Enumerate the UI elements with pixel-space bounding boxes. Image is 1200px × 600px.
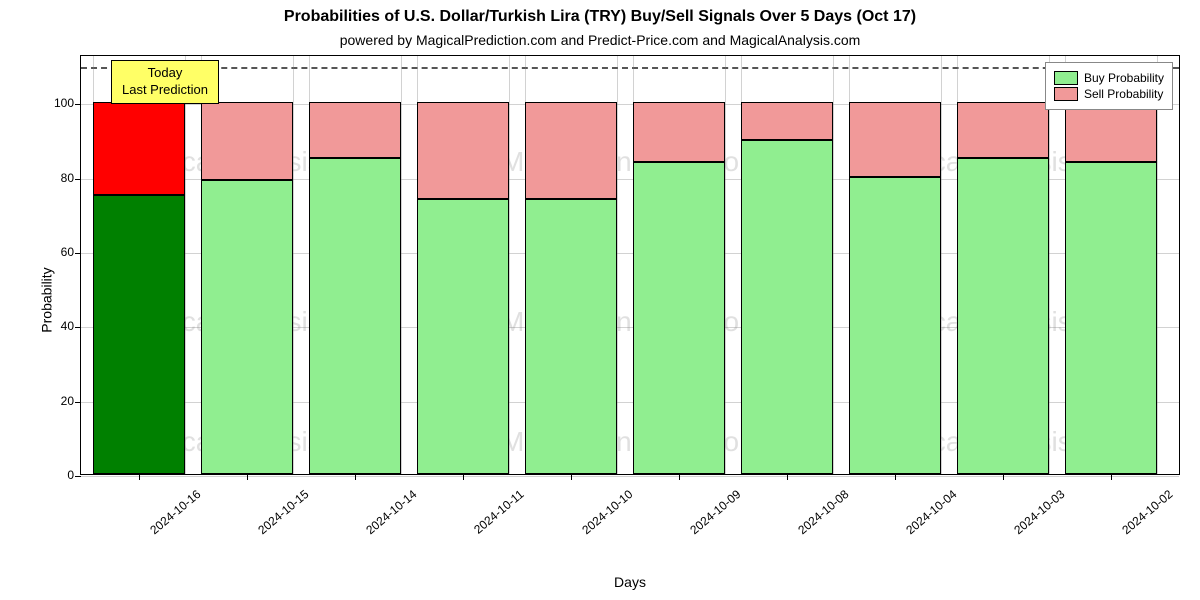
x-tick-label: 2024-10-04 <box>903 487 959 537</box>
bar-buy <box>417 199 509 474</box>
x-axis-label: Days <box>80 574 1180 590</box>
legend-swatch-sell <box>1054 87 1078 101</box>
annotation-line2: Last Prediction <box>122 82 208 99</box>
x-tick-mark <box>787 474 788 480</box>
bar-sell <box>417 102 509 199</box>
bar-buy <box>1065 162 1157 474</box>
x-tick-mark <box>895 474 896 480</box>
y-tick-mark <box>75 476 81 477</box>
chart-container: Probabilities of U.S. Dollar/Turkish Lir… <box>0 0 1200 600</box>
x-tick-mark <box>1111 474 1112 480</box>
x-tick-label: 2024-10-16 <box>147 487 203 537</box>
x-tick-label: 2024-10-02 <box>1119 487 1175 537</box>
bar-sell <box>849 102 941 176</box>
bar-buy <box>741 140 833 475</box>
chart-subtitle: powered by MagicalPrediction.com and Pre… <box>0 32 1200 48</box>
bar-buy <box>633 162 725 474</box>
bar-sell <box>1065 102 1157 161</box>
x-tick-label: 2024-10-14 <box>363 487 419 537</box>
bar-sell <box>957 102 1049 158</box>
y-tick-label: 0 <box>67 468 74 482</box>
x-tick-mark <box>355 474 356 480</box>
legend-buy-label: Buy Probability <box>1084 71 1164 85</box>
x-tick-label: 2024-10-15 <box>255 487 311 537</box>
bar-sell <box>93 102 185 195</box>
bar-buy <box>525 199 617 474</box>
bar-sell <box>525 102 617 199</box>
bar-sell <box>633 102 725 161</box>
bars-layer <box>81 56 1179 474</box>
x-tick-label: 2024-10-11 <box>471 487 526 537</box>
annotation-line1: Today <box>122 65 208 82</box>
x-tick-mark <box>571 474 572 480</box>
x-tick-mark <box>679 474 680 480</box>
x-tick-mark <box>139 474 140 480</box>
legend-sell-label: Sell Probability <box>1084 87 1163 101</box>
x-tick-mark <box>1003 474 1004 480</box>
y-tick-label: 20 <box>61 394 74 408</box>
gridline-h <box>81 476 1179 477</box>
bar-buy <box>93 195 185 474</box>
y-tick-label: 100 <box>54 96 74 110</box>
bar-buy <box>957 158 1049 474</box>
bar-sell <box>201 102 293 180</box>
legend: Buy Probability Sell Probability <box>1045 62 1173 110</box>
x-tick-label: 2024-10-10 <box>579 487 635 537</box>
y-axis-label: Probability <box>39 267 55 332</box>
bar-buy <box>849 177 941 474</box>
plot-area: MagicalAnalysis.comMagicalAnalysis.comMa… <box>80 55 1180 475</box>
chart-title: Probabilities of U.S. Dollar/Turkish Lir… <box>0 8 1200 26</box>
x-tick-label: 2024-10-03 <box>1011 487 1067 537</box>
bar-buy <box>309 158 401 474</box>
legend-row-sell: Sell Probability <box>1054 87 1164 101</box>
bar-buy <box>201 180 293 474</box>
bar-sell <box>309 102 401 158</box>
today-annotation: Today Last Prediction <box>111 60 219 104</box>
x-tick-mark <box>463 474 464 480</box>
y-tick-label: 60 <box>61 245 74 259</box>
legend-swatch-buy <box>1054 71 1078 85</box>
bar-sell <box>741 102 833 139</box>
y-tick-label: 80 <box>61 171 74 185</box>
legend-row-buy: Buy Probability <box>1054 71 1164 85</box>
x-tick-label: 2024-10-09 <box>687 487 743 537</box>
x-tick-label: 2024-10-08 <box>795 487 851 537</box>
x-tick-mark <box>247 474 248 480</box>
y-tick-label: 40 <box>61 319 74 333</box>
